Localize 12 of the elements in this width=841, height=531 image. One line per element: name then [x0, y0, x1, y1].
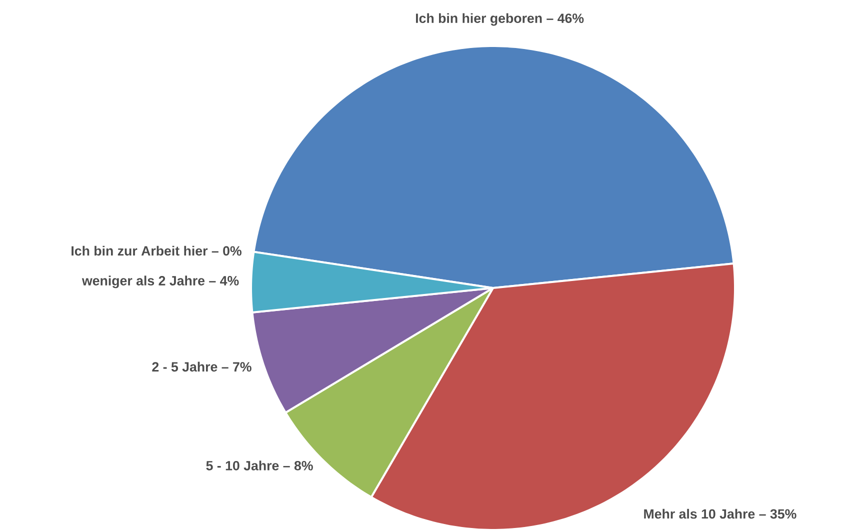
data-label: 8%	[294, 460, 313, 470]
data-label: 7%	[233, 362, 252, 372]
data-label: 35%	[770, 509, 796, 519]
slice-label: 2 - 5 Jahre –	[152, 362, 228, 372]
data-label: 46%	[558, 14, 584, 23]
data-label: 4%	[220, 276, 239, 286]
text: 0%	[223, 246, 242, 256]
slice-label: Mehr als 10 Jahre –	[644, 508, 766, 519]
slice-label: Ich bin hier geboren –	[416, 13, 554, 26]
slice-label: 5 - 10 Jahre –	[206, 460, 290, 470]
slice-label: weniger als 2 Jahre –	[82, 276, 216, 288]
category-label: Ich bin zur Arbeit hier –	[72, 246, 218, 256]
